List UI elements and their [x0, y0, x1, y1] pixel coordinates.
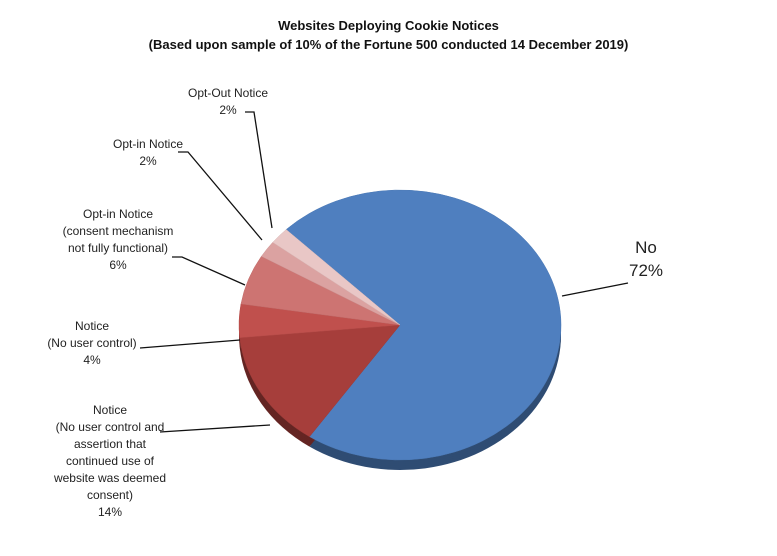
data-label: Opt-in Notice 2%: [113, 136, 183, 170]
category-label: No: [635, 238, 657, 257]
category-label: Opt-in Notice: [112, 137, 184, 151]
value-label: 72%: [628, 261, 664, 280]
chart-subtitle: (Based upon sample of 10% of the Fortune…: [148, 37, 629, 52]
slice: [285, 189, 562, 461]
leader-line: [245, 111, 273, 229]
value-label: 6%: [109, 258, 127, 272]
leader-line: [139, 339, 241, 349]
category-label: Opt-Out Notice: [187, 86, 269, 100]
data-label: Opt-in Notice (consent mechanism not ful…: [63, 206, 174, 274]
leader-line: [159, 424, 271, 433]
data-label: No 72%: [629, 236, 663, 282]
chart-title: Websites Deploying Cookie Notices: [278, 18, 499, 33]
value-label: 2%: [139, 154, 157, 168]
leader-line: [178, 151, 263, 241]
category-label: Notice (No user control): [47, 319, 137, 350]
value-label: 4%: [83, 353, 101, 367]
slice: [239, 324, 401, 437]
leader-line: [561, 282, 629, 297]
category-label: Opt-in Notice (consent mechanism not ful…: [62, 207, 174, 255]
value-label: 2%: [219, 103, 237, 117]
data-label: Opt-Out Notice 2%: [188, 85, 268, 119]
slice: [272, 229, 401, 326]
category-label: Notice (No user control and assertion th…: [53, 403, 167, 502]
data-label: Notice (No user control and assertion th…: [54, 402, 166, 521]
leader-line: [172, 256, 246, 286]
data-label: Notice (No user control) 4%: [47, 318, 136, 369]
value-label: 14%: [97, 505, 123, 519]
